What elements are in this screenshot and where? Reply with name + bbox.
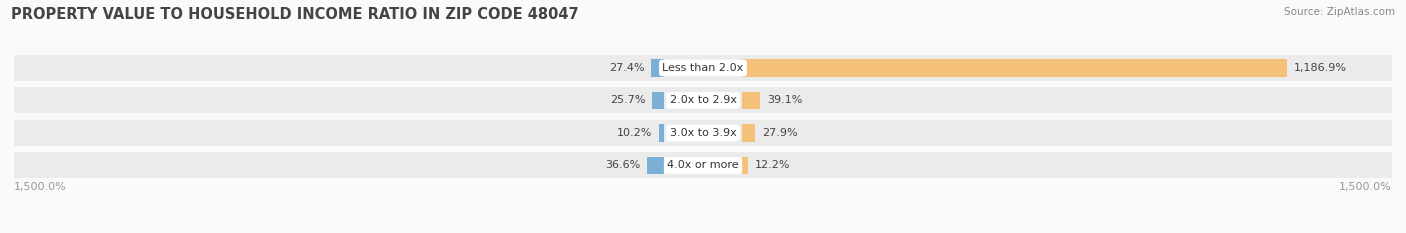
Bar: [14, 152, 1392, 178]
Text: Less than 2.0x: Less than 2.0x: [662, 63, 744, 73]
Text: 1,186.9%: 1,186.9%: [1294, 63, 1347, 73]
Bar: [742, 92, 761, 110]
Legend: Without Mortgage, With Mortgage: Without Mortgage, With Mortgage: [582, 230, 824, 233]
Bar: [14, 120, 1392, 146]
Bar: [652, 92, 664, 110]
Bar: [14, 55, 1392, 81]
Bar: [651, 59, 664, 77]
Text: 10.2%: 10.2%: [617, 128, 652, 138]
Bar: [742, 124, 755, 142]
Bar: [14, 87, 1392, 113]
Text: 39.1%: 39.1%: [766, 96, 803, 106]
Bar: [742, 157, 748, 175]
Text: 25.7%: 25.7%: [610, 96, 645, 106]
Text: 36.6%: 36.6%: [605, 161, 640, 171]
Text: 3.0x to 3.9x: 3.0x to 3.9x: [669, 128, 737, 138]
Bar: [659, 124, 664, 142]
Text: 12.2%: 12.2%: [755, 161, 790, 171]
Text: 1,500.0%: 1,500.0%: [14, 182, 67, 192]
Text: Source: ZipAtlas.com: Source: ZipAtlas.com: [1284, 7, 1395, 17]
Text: 2.0x to 2.9x: 2.0x to 2.9x: [669, 96, 737, 106]
Bar: [742, 59, 1286, 77]
Text: 1,500.0%: 1,500.0%: [1339, 182, 1392, 192]
Text: PROPERTY VALUE TO HOUSEHOLD INCOME RATIO IN ZIP CODE 48047: PROPERTY VALUE TO HOUSEHOLD INCOME RATIO…: [11, 7, 579, 22]
Bar: [647, 157, 664, 175]
Text: 4.0x or more: 4.0x or more: [668, 161, 738, 171]
Text: 27.9%: 27.9%: [762, 128, 797, 138]
Text: 27.4%: 27.4%: [609, 63, 644, 73]
